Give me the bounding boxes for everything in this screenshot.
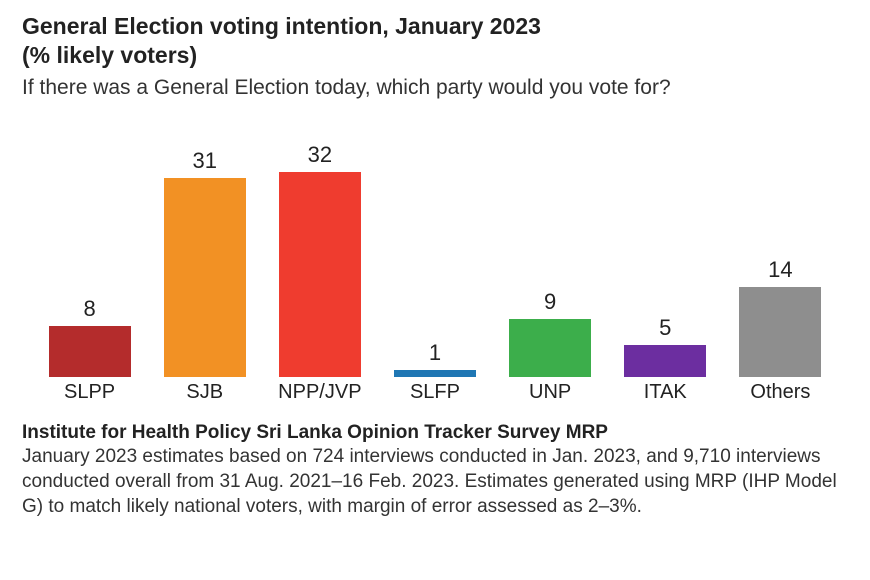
bar-value-label: 8: [83, 296, 95, 322]
bar-slot: 5: [608, 142, 723, 377]
bar-slot: 9: [493, 142, 608, 377]
bar-slot: 32: [262, 142, 377, 377]
axis-category-label: SLPP: [32, 377, 147, 407]
bar-chart-plot: 8 31 32 1 9 5 14: [22, 142, 848, 377]
bar-slot: 31: [147, 142, 262, 377]
bar-chart: 8 31 32 1 9 5 14 SLPPSJBNPP/JVPSLFPUNPITAKOthe…: [22, 107, 848, 407]
axis-category-label: SJB: [147, 377, 262, 407]
axis-category-label: ITAK: [608, 377, 723, 407]
chart-title-line1: General Election voting intention, Janua…: [22, 12, 848, 41]
bar-value-label: 5: [659, 315, 671, 341]
bar-chart-axis: SLPPSJBNPP/JVPSLFPUNPITAKOthers: [22, 377, 848, 407]
bar-value-label: 31: [192, 148, 216, 174]
bar-rect: [279, 172, 361, 377]
bar-rect: [624, 345, 706, 377]
bar-rect: [49, 326, 131, 377]
bar-rect: [739, 287, 821, 377]
bar-value-label: 1: [429, 340, 441, 366]
bar-value-label: 9: [544, 289, 556, 315]
source-body: January 2023 estimates based on 724 inte…: [22, 445, 848, 519]
bar-value-label: 14: [768, 257, 792, 283]
chart-title-line2: (% likely voters): [22, 41, 848, 70]
bar-rect: [164, 178, 246, 377]
bar-slot: 14: [723, 142, 838, 377]
axis-category-label: UNP: [493, 377, 608, 407]
bar-rect: [509, 319, 591, 377]
chart-subtitle: If there was a General Election today, w…: [22, 74, 848, 101]
bar-value-label: 32: [308, 142, 332, 168]
bar-slot: 1: [377, 142, 492, 377]
axis-category-label: SLFP: [377, 377, 492, 407]
axis-category-label: Others: [723, 377, 838, 407]
axis-category-label: NPP/JVP: [262, 377, 377, 407]
bar-slot: 8: [32, 142, 147, 377]
source-title: Institute for Health Policy Sri Lanka Op…: [22, 421, 848, 446]
